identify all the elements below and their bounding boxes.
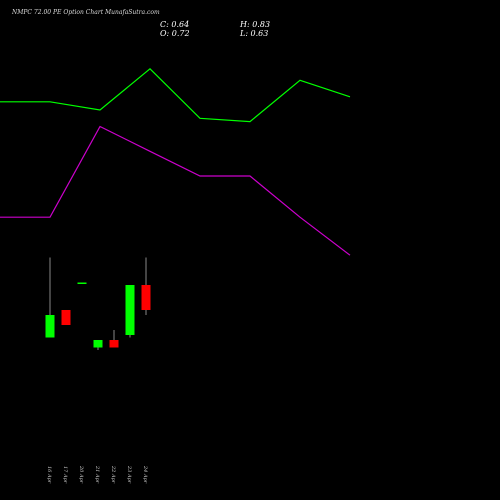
low-readout: L: 0.63 [239, 29, 268, 38]
candle [141, 257, 151, 315]
candle-body [93, 340, 103, 348]
candle [93, 340, 103, 350]
candle [125, 285, 135, 338]
x-tick-label: 20 Apr [78, 465, 84, 484]
x-tick-label: 24 Apr [142, 465, 148, 484]
x-tick-label: 16 Apr [46, 466, 52, 484]
candle-body [61, 310, 71, 325]
candle [61, 310, 71, 325]
chart-title: NMPC 72.00 PE Option Chart MunafaSutra.c… [11, 9, 160, 16]
x-tick-label: 21 Apr [94, 465, 100, 484]
indicator-lines [0, 67, 351, 256]
indicator-line-1 [0, 67, 351, 123]
candle-body [125, 285, 135, 335]
open-readout: O: 0.72 [160, 29, 190, 38]
candle-body [77, 282, 87, 284]
candle [77, 282, 87, 284]
candlesticks [45, 257, 151, 350]
x-tick-label: 17 Apr [62, 466, 68, 484]
candle-body [141, 285, 151, 310]
x-tick-label: 22 Apr [110, 465, 116, 484]
candle [109, 330, 119, 348]
candle-body [109, 340, 119, 348]
close-readout: C: 0.64 [160, 20, 189, 29]
high-readout: H: 0.83 [239, 20, 270, 29]
indicator-line-2 [0, 125, 351, 256]
x-tick-label: 23 Apr [126, 465, 132, 484]
candle-body [45, 315, 55, 338]
x-axis-labels: 16 Apr 17 Apr 20 Apr 21 Apr 22 Apr 23 Apr 24 A… [46, 465, 148, 484]
candle [45, 257, 55, 338]
